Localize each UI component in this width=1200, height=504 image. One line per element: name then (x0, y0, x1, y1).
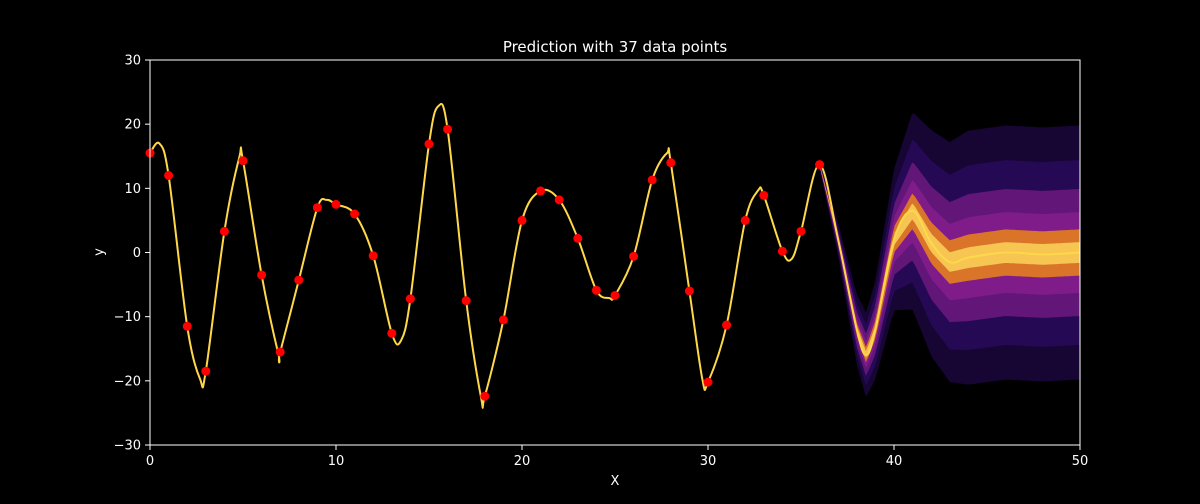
data-point (629, 251, 639, 261)
data-point (591, 285, 601, 295)
mean-curve-layer (150, 102, 1080, 409)
data-point (275, 347, 285, 357)
data-point (722, 320, 732, 330)
data-point (331, 199, 341, 209)
y-axis: −30 −20 −10 0 10 20 30 (114, 54, 150, 454)
data-point (387, 328, 397, 338)
data-point (610, 290, 620, 300)
data-point (517, 215, 527, 225)
data-point (815, 160, 825, 170)
data-point (480, 391, 490, 401)
data-point (294, 275, 304, 285)
y-tick-label: 10 (124, 182, 141, 197)
y-tick-label: 30 (124, 54, 141, 69)
x-tick-label: 20 (514, 454, 531, 469)
data-point (164, 171, 174, 180)
data-point (350, 209, 360, 219)
chart-title: Prediction with 37 data points (503, 38, 728, 56)
data-point (684, 286, 694, 296)
data-point (647, 175, 657, 185)
x-tick-label: 10 (328, 454, 345, 469)
data-point (573, 233, 583, 243)
x-axis: 0 10 20 30 40 50 (146, 445, 1088, 469)
data-point (201, 366, 211, 376)
data-point (368, 251, 378, 261)
data-point (703, 377, 713, 387)
data-point (777, 246, 787, 256)
data-point (219, 226, 229, 236)
data-point (796, 226, 806, 236)
data-point (498, 315, 508, 325)
x-tick-label: 40 (886, 454, 903, 469)
data-point (405, 294, 415, 304)
data-point (257, 270, 267, 280)
data-point (312, 203, 322, 213)
x-tick-label: 30 (700, 454, 717, 469)
data-point (238, 156, 248, 166)
data-point (740, 215, 750, 225)
data-point (666, 158, 676, 168)
data-point (182, 321, 192, 331)
data-point (554, 195, 564, 205)
x-tick-label: 0 (146, 454, 154, 469)
y-tick-label: 20 (124, 118, 141, 133)
data-point (443, 124, 453, 134)
x-axis-label: X (611, 474, 620, 489)
data-point (424, 139, 434, 149)
y-axis-label: y (92, 248, 107, 256)
mean-curve (150, 102, 1080, 409)
x-tick-label: 50 (1072, 454, 1089, 469)
y-tick-label: −20 (114, 374, 141, 389)
y-tick-label: 0 (133, 246, 141, 261)
data-point (536, 186, 546, 196)
observation-points (145, 124, 825, 401)
data-point (759, 190, 769, 200)
y-tick-label: −10 (114, 310, 141, 325)
y-tick-label: −30 (114, 439, 141, 454)
data-point (461, 296, 471, 306)
